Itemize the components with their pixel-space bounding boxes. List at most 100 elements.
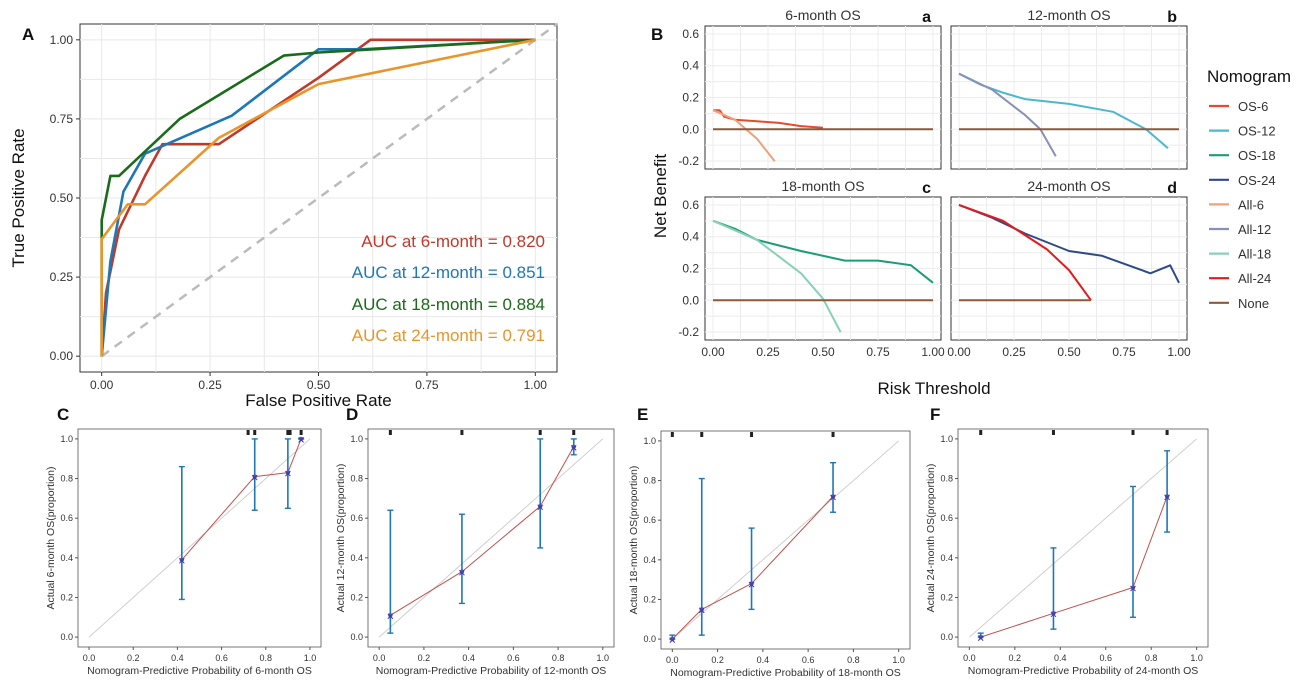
calibration-cross-marker	[669, 637, 676, 643]
dca-x-tick-label: 0.25	[756, 345, 780, 359]
panel-label-f: F	[930, 405, 940, 424]
calibration-y-axis-label-d: Actual 12-month OS(proportion)	[335, 464, 347, 613]
calibration-point	[179, 557, 185, 562]
dca-facet-title-a: 6-month OS	[785, 7, 860, 23]
calibration-x-tick-label: 0.0	[83, 653, 96, 663]
calibration-x-tick-label: 0.4	[757, 655, 770, 665]
calibration-y-tick-label: 0.0	[350, 632, 363, 642]
dca-legend-label-all-12: All-12	[1238, 222, 1271, 237]
roc-y-tick-label: 0.75	[50, 112, 74, 126]
calibration-cross-marker	[698, 607, 705, 614]
dca-legend-title: Nomogram	[1207, 67, 1291, 86]
calibration-y-axis-label-e: Actual 18-month OS(proportion)	[628, 466, 640, 615]
calibration-x-tick-label: 0.6	[215, 653, 228, 663]
calibration-rug-mark	[1051, 430, 1055, 435]
calibration-y-tick-label: 0.6	[643, 515, 656, 525]
calibration-y-tick-label: 0.4	[940, 553, 953, 563]
calibration-point	[1164, 494, 1170, 499]
calibration-x-tick-label: 0.2	[1009, 653, 1022, 663]
calibration-y-tick-label: 0.6	[350, 513, 363, 523]
calibration-x-tick-label: 0.2	[127, 653, 140, 663]
calibration-rug-mark	[979, 430, 983, 435]
calibration-y-tick-label: 0.6	[60, 513, 73, 523]
calibration-ideal-line-f	[969, 438, 1197, 638]
calibration-y-tick-label: 0.4	[643, 555, 656, 565]
calibration-cross-marker	[251, 474, 258, 481]
calibration-x-tick-label: 0.6	[802, 655, 815, 665]
calibration-point	[978, 634, 983, 640]
calibration-ideal-line-e	[671, 440, 900, 640]
calibration-y-tick-label: 0.2	[643, 594, 656, 604]
roc-auc-annotation-2: AUC at 12-month = 0.851	[352, 263, 545, 282]
calibration-x-axis-label-d: Nomogram-Predictive Probability of 12-mo…	[376, 665, 607, 677]
dca-y-tick-label: -0.2	[678, 154, 699, 168]
calibration-rug-mark	[1165, 430, 1169, 435]
calibration-x-tick-label: 0.8	[847, 655, 860, 665]
calibration-rug-mark	[299, 430, 303, 435]
calibration-cross-marker	[830, 494, 836, 501]
calibration-y-tick-label: 0.6	[940, 513, 953, 523]
calibration-x-axis-label-c: Nomogram-Predictive Probability of 6-mon…	[87, 665, 312, 677]
calibration-y-tick-label: 1.0	[60, 434, 73, 444]
calibration-y-tick-label: 0.2	[940, 592, 953, 602]
dca-legend-label-os-12: OS-12	[1238, 124, 1276, 139]
calibration-point	[298, 436, 304, 442]
calibration-cross-marker	[285, 470, 291, 477]
panel-label-e: E	[637, 405, 648, 424]
calibration-cross-marker	[1130, 585, 1136, 592]
roc-x-tick-label: 0.25	[198, 378, 222, 392]
calibration-cross-marker	[178, 557, 185, 564]
calibration-x-tick-label: 0.0	[666, 655, 679, 665]
dca-facet-title-b: 12-month OS	[1027, 7, 1110, 23]
calibration-x-tick-label: 0.6	[1099, 653, 1112, 663]
dca-facet-title-d: 24-month OS	[1027, 178, 1110, 194]
dca-legend-label-all-18: All-18	[1238, 247, 1271, 262]
roc-x-tick-label: 0.00	[90, 378, 114, 392]
calibration-point	[459, 569, 465, 574]
calibration-point	[1130, 585, 1136, 590]
calibration-point	[749, 581, 754, 586]
dca-legend-label-none: None	[1238, 296, 1269, 311]
calibration-y-tick-label: 0.4	[350, 553, 363, 563]
dca-x-tick-label: 1.00	[921, 345, 945, 359]
calibration-x-tick-label: 1.0	[1190, 653, 1203, 663]
dca-facet-tag-a: a	[922, 9, 931, 26]
calibration-rug-mark	[831, 432, 835, 437]
dca-facet-tag-c: c	[922, 180, 931, 197]
panel-label-d: D	[346, 405, 358, 424]
calibration-cross-marker	[298, 437, 304, 443]
calibration-cross-marker	[459, 569, 465, 576]
dca-x-tick-label: 0.75	[1112, 345, 1136, 359]
calibration-y-tick-label: 0.2	[350, 592, 363, 602]
calibration-y-tick-label: 0.2	[60, 592, 73, 602]
calibration-point	[670, 636, 675, 642]
calibration-x-tick-label: 0.4	[1054, 653, 1067, 663]
calibration-y-tick-label: 1.0	[940, 434, 953, 444]
calibration-x-tick-label: 0.4	[462, 653, 475, 663]
calibration-y-axis-label-c: Actual 6-month OS(proportion)	[45, 467, 57, 610]
dca-facet-tag-b: b	[1167, 9, 1177, 26]
calibration-x-tick-label: 0.0	[963, 653, 976, 663]
calibration-cross-marker	[570, 444, 577, 451]
roc-x-tick-label: 1.00	[524, 378, 548, 392]
dca-line-os-18	[712, 219, 934, 284]
dca-y-tick-label: 0.4	[682, 59, 699, 73]
calibration-y-tick-label: 0.8	[350, 474, 363, 484]
roc-auc-annotation-4: AUC at 24-month = 0.791	[352, 326, 545, 345]
calibration-cross-marker	[977, 635, 984, 641]
roc-y-axis-label: True Positive Rate	[9, 128, 28, 267]
dca-y-tick-label: -0.2	[678, 325, 699, 339]
dca-x-tick-label: 0.25	[1002, 345, 1026, 359]
calibration-y-tick-label: 0.8	[940, 474, 953, 484]
dca-y-tick-label: 0.0	[682, 122, 699, 136]
roc-y-tick-label: 1.00	[50, 33, 74, 47]
dca-y-tick-label: 0.2	[682, 262, 699, 276]
calibration-y-tick-label: 0.4	[60, 553, 73, 563]
calibration-x-tick-label: 0.8	[1145, 653, 1158, 663]
dca-x-axis-label: Risk Threshold	[877, 379, 990, 398]
calibration-point	[388, 613, 393, 618]
calibration-rug-mark	[1131, 430, 1135, 435]
dca-line-all-24	[958, 203, 1092, 301]
calibration-x-tick-label: 0.8	[260, 653, 273, 663]
